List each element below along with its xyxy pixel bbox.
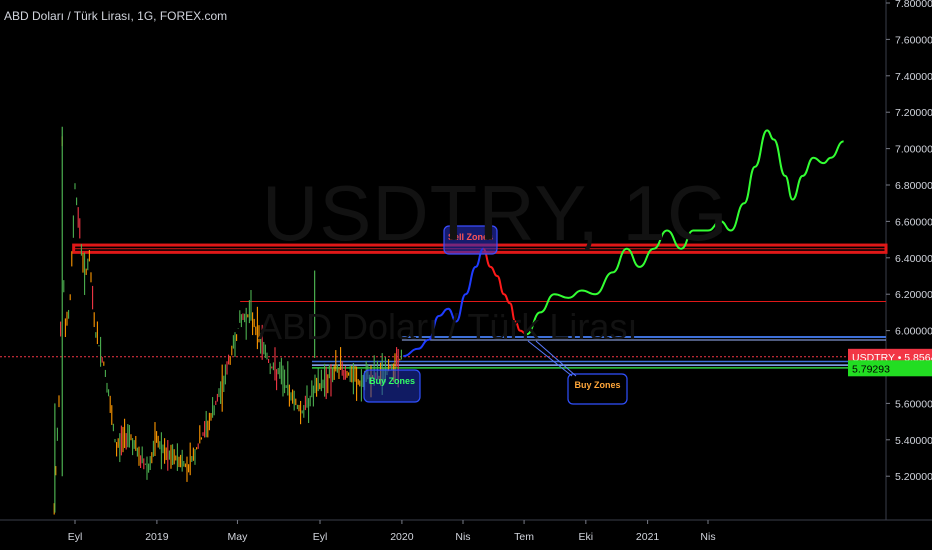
x-tick-label: Eyl xyxy=(68,531,83,543)
price-series-layer xyxy=(53,126,402,515)
y-tick-label: 7.60000 xyxy=(895,34,932,46)
x-tick-label: Nis xyxy=(700,531,715,543)
y-axis: 7.80000 7.60000 7.40000 7.20000 7.00000 6.800… xyxy=(886,0,932,483)
x-tick-label: Eyl xyxy=(313,531,328,543)
second-price-tag: 5.79293 xyxy=(848,360,932,377)
y-tick-label: 6.80000 xyxy=(895,180,932,192)
chart-title[interactable]: ABD Doları / Türk Lirası, 1G, FOREX.com xyxy=(4,9,228,23)
buy-zones-annotation-right: Buy Zones xyxy=(567,373,628,405)
annotation-layer: Sell Zones Buy Zones Buy Zones xyxy=(363,225,628,405)
second-price-tag-label: 5.79293 xyxy=(852,363,890,375)
sell-zones-annotation: Sell Zones xyxy=(443,225,498,255)
y-tick-label: 6.40000 xyxy=(895,253,932,265)
y-tick-label: 5.40000 xyxy=(895,435,932,447)
buy-zones-annotation-right-box xyxy=(567,373,628,405)
projection-layer xyxy=(403,129,844,358)
buy-zone-connector xyxy=(527,340,573,377)
x-tick-label: 2021 xyxy=(636,531,660,543)
watermark-name: ABD Doları / Türk Lirası xyxy=(258,306,638,347)
y-tick-label: 6.20000 xyxy=(895,289,932,301)
x-tick-label: Nis xyxy=(455,531,470,543)
y-tick-label: 5.60000 xyxy=(895,398,932,410)
second-price-tag-bg xyxy=(848,360,932,377)
x-tick-label: 2020 xyxy=(390,531,414,543)
x-tick-label: Tem xyxy=(514,531,534,543)
x-tick-label: Eki xyxy=(579,531,594,543)
projection-path-blue xyxy=(403,247,484,358)
y-tick-label: 7.00000 xyxy=(895,144,932,156)
x-axis: ayEyl2019MayEyl2020NisTemEki2021Nis xyxy=(68,520,716,543)
buy-zones-annotation-left-box xyxy=(363,369,421,403)
watermark-symbol: USDTRY, 1G xyxy=(262,169,729,257)
price-tags: USDTRY • 5.85645 5.79293 xyxy=(848,348,932,377)
buy-zones-annotation-right-label: Buy Zones xyxy=(574,380,620,390)
x-tick-label: 2019 xyxy=(145,531,169,543)
buy-zones-annotation-left: Buy Zones xyxy=(363,369,421,403)
grid-layer xyxy=(0,0,932,521)
y-tick-label: 5.20000 xyxy=(895,471,932,483)
y-tick-label: 6.60000 xyxy=(895,216,932,228)
buy-zone-connector xyxy=(535,340,577,377)
x-tick-label: May xyxy=(228,531,249,543)
sell-zones-annotation-label: Sell Zones xyxy=(448,232,493,242)
y-tick-label: 7.20000 xyxy=(895,107,932,119)
projection-path-green xyxy=(526,129,844,336)
sell-zones-annotation-box xyxy=(443,225,498,255)
y-tick-label: 6.00000 xyxy=(895,326,932,338)
buy-zones-annotation-left-label: Buy Zones xyxy=(369,376,415,386)
y-tick-label: 7.80000 xyxy=(895,0,932,10)
projection-path-red xyxy=(482,247,527,336)
y-tick-label: 7.40000 xyxy=(895,71,932,83)
